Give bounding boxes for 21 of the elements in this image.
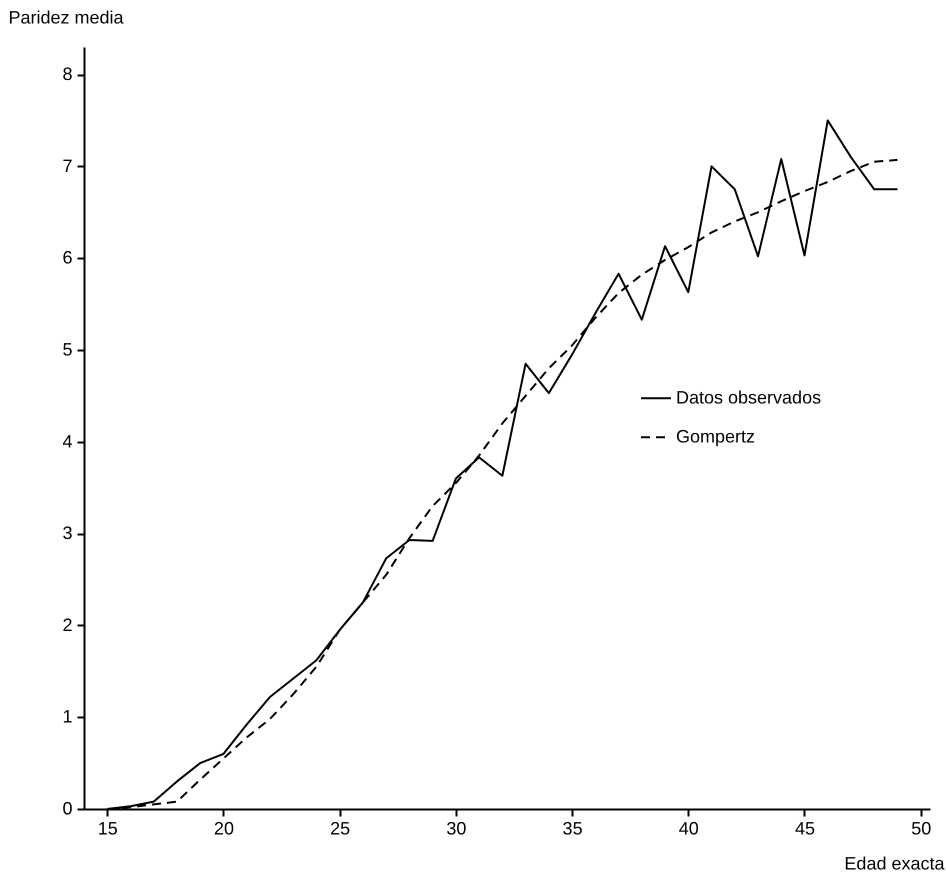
y-tick-label: 8 (62, 64, 72, 84)
legend-label: Gompertz (676, 426, 756, 446)
y-tick-label: 6 (62, 248, 72, 268)
legend-label: Datos observados (676, 387, 822, 408)
x-tick-label: 15 (98, 818, 118, 838)
y-tick-label: 5 (62, 339, 72, 360)
x-tick-label: 50 (911, 818, 932, 838)
x-tick-label: 25 (330, 818, 350, 838)
y-tick-label: 1 (62, 706, 72, 727)
x-tick-label: 45 (794, 818, 816, 838)
y-tick-label: 4 (62, 431, 72, 452)
y-axis-title: Paridez media (8, 8, 125, 28)
y-tick-label: 0 (62, 798, 72, 818)
y-tick-label: 2 (62, 614, 72, 635)
x-tick-label: 20 (214, 818, 234, 838)
y-tick-label: 7 (62, 156, 72, 176)
x-axis-title: Edad exacta (844, 854, 946, 874)
x-tick-label: 30 (446, 818, 466, 838)
x-tick-label: 35 (562, 818, 583, 838)
y-tick-label: 3 (62, 523, 72, 544)
x-tick-label: 40 (678, 818, 699, 838)
